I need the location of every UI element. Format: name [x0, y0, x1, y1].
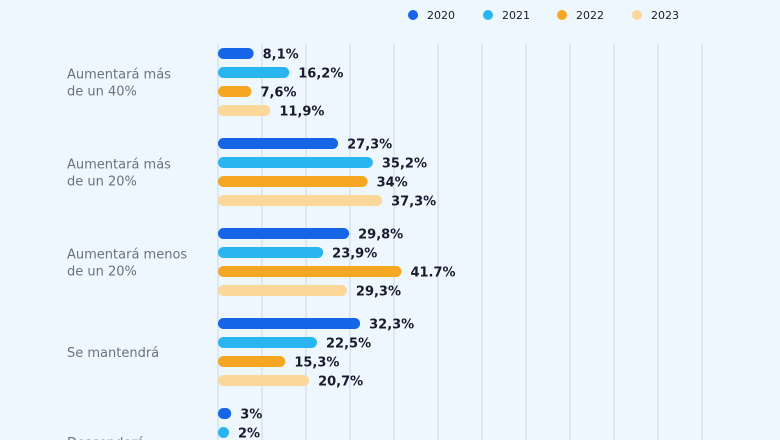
value-label: 29,8% — [358, 228, 403, 243]
bar — [218, 105, 271, 116]
value-label: 11,9% — [279, 105, 324, 120]
legend-label: 2022 — [576, 9, 604, 22]
legend-marker — [557, 10, 567, 20]
value-label: 22,5% — [326, 337, 371, 352]
bar — [218, 67, 290, 78]
legend-marker — [408, 10, 418, 20]
bar — [218, 48, 254, 59]
value-label: 29,3% — [356, 285, 401, 300]
bar — [218, 176, 368, 187]
category-label: de un 40% — [67, 85, 137, 100]
bar — [218, 157, 373, 168]
bar — [218, 266, 402, 277]
value-label: 34% — [377, 176, 408, 191]
bar — [218, 285, 347, 296]
value-label: 41.7% — [410, 266, 455, 281]
bar — [218, 375, 310, 386]
value-label: 32,3% — [369, 318, 414, 333]
value-label: 2% — [238, 427, 260, 440]
legend-marker — [632, 10, 642, 20]
bar — [218, 356, 286, 367]
value-label: 16,2% — [298, 67, 343, 82]
bar — [218, 337, 317, 348]
legend-marker — [483, 10, 493, 20]
value-label: 23,9% — [332, 247, 377, 262]
category-label: de un 20% — [67, 265, 137, 280]
legend: 2020 2021 2022 2023 — [408, 9, 679, 22]
bar — [218, 195, 383, 206]
bar — [218, 427, 229, 438]
bar — [218, 318, 361, 329]
value-label: 27,3% — [347, 138, 392, 153]
bar — [218, 138, 339, 149]
category-label: de un 20% — [67, 175, 137, 190]
value-label: 3% — [240, 408, 262, 423]
legend-label: 2023 — [651, 9, 679, 22]
value-label: 37,3% — [391, 195, 436, 210]
category-label: Aumentará menos — [67, 248, 187, 263]
value-label: 7,6% — [260, 86, 296, 101]
category-labels: Aumentará más de un 40% Aumentará más de un… — [67, 68, 187, 440]
value-label: 20,7% — [318, 375, 363, 390]
bars — [218, 48, 402, 438]
bar — [218, 228, 350, 239]
category-label: Se mantendrá — [67, 346, 159, 361]
legend-label: 2020 — [427, 9, 455, 22]
value-label: 35,2% — [382, 157, 427, 172]
bar — [218, 86, 252, 97]
category-label: Aumentará más — [67, 158, 171, 173]
value-labels: 8,1% 27,3% 29,8% 32,3% 3% 16,2% 35,2% 23,9% 22,5… — [238, 48, 456, 440]
category-label: Aumentará más — [67, 68, 171, 83]
value-label: 8,1% — [263, 48, 299, 63]
category-label: Descenderá — [67, 436, 145, 440]
legend-label: 2021 — [502, 9, 530, 22]
bar — [218, 247, 324, 258]
value-label: 15,3% — [294, 356, 339, 371]
bar — [218, 408, 232, 419]
